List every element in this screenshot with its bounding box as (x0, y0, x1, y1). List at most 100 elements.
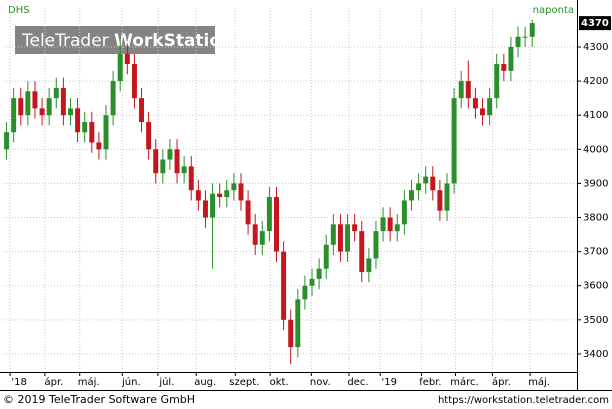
y-tick-label: 3600 (583, 281, 608, 292)
candle-body (323, 244, 329, 269)
candle-body (366, 258, 372, 273)
y-tick-label: 3900 (583, 178, 608, 189)
candle-body (238, 183, 244, 201)
y-tick-label: 3500 (583, 315, 608, 326)
candle-body (401, 200, 407, 225)
candle-body (153, 149, 159, 174)
candle-body (11, 98, 17, 133)
last-price-label: 4370 (581, 18, 609, 29)
candle-body (423, 176, 429, 184)
watermark-box (15, 26, 215, 54)
candle-body (480, 108, 486, 116)
candle-body (515, 36, 521, 47)
candle-body (288, 319, 294, 348)
x-tick-label: febr. (419, 377, 441, 388)
candle-body (487, 98, 493, 116)
candle-body (89, 122, 95, 143)
x-tick-label: júl. (158, 376, 174, 388)
candle-body (458, 81, 464, 99)
candle-body (465, 81, 471, 99)
candle-body (266, 197, 272, 232)
candle-body (210, 193, 216, 218)
candle-body (167, 149, 173, 160)
candle-body (437, 190, 443, 211)
candle-body (337, 224, 343, 252)
symbol: DHS (8, 5, 30, 16)
last-price-box (579, 16, 611, 31)
y-tick-label: 4000 (583, 144, 608, 155)
x-tick-label: okt. (270, 377, 289, 388)
candle-body (352, 224, 358, 232)
candle-body (330, 224, 336, 245)
copyright: © 2019 TeleTrader Software GmbH (3, 393, 195, 406)
candle-body (309, 278, 315, 286)
interval: naponta (533, 5, 574, 16)
candle-body (274, 197, 279, 252)
y-tick-label: 4100 (583, 110, 608, 121)
candle-body (124, 53, 130, 65)
candle-body (188, 166, 194, 191)
candle-body (430, 176, 436, 191)
candle-body (4, 132, 10, 150)
y-tick-label: 3800 (583, 213, 608, 224)
candle-body (494, 64, 500, 99)
candle-body (39, 108, 45, 116)
candle-body (103, 115, 109, 150)
candle-body (281, 251, 287, 320)
footer-url: https://workstation.teletrader.com (438, 395, 609, 406)
y-tick-label: 4200 (583, 76, 608, 87)
candle-body (522, 36, 528, 38)
candle-body (117, 53, 123, 82)
watermark: TeleTrader WorkStation (21, 31, 233, 51)
candle-body (380, 217, 386, 232)
candle-body (508, 46, 514, 71)
candle-body (444, 183, 450, 211)
candle-body (373, 231, 379, 259)
candle-body (25, 91, 31, 116)
candle-body (394, 224, 400, 232)
candle-body (231, 183, 237, 191)
candle-body (18, 98, 24, 116)
candle-body (181, 166, 187, 174)
candle-body (131, 64, 137, 99)
candle-body (302, 285, 308, 300)
x-tick-label: nov. (310, 377, 331, 388)
candle-body (60, 87, 66, 116)
watermark-product: WorkStation (114, 31, 233, 51)
candle-body (387, 217, 393, 232)
x-tick-label: '18 (11, 377, 26, 388)
candle-body (316, 268, 322, 279)
candle-body (408, 190, 414, 201)
x-tick-label: dec. (347, 377, 368, 388)
candle-body (472, 98, 478, 109)
candle-body (252, 224, 258, 245)
candle-body (32, 91, 38, 109)
x-tick-label: '19 (381, 377, 396, 388)
candle-body (82, 122, 88, 133)
x-tick-label: aug. (194, 377, 216, 388)
y-tick-label: 3700 (583, 247, 608, 258)
candle-body (224, 190, 230, 198)
x-tick-label: márc. (450, 376, 478, 388)
x-tick-label: máj. (528, 376, 550, 388)
candle-body (359, 231, 365, 273)
candle-body (46, 98, 52, 116)
candle-body (160, 159, 166, 174)
candle-body (139, 98, 145, 123)
candle-body (529, 23, 535, 37)
candle-body (146, 122, 152, 150)
x-tick-label: jún. (121, 376, 141, 388)
candle-body (53, 87, 59, 99)
y-tick-label: 3400 (583, 349, 608, 360)
candle-body (345, 224, 351, 252)
candle-body (416, 183, 422, 191)
candle-body (68, 108, 73, 116)
candle-body (295, 299, 301, 348)
candle-body (202, 200, 208, 218)
candle-body (96, 142, 102, 150)
candle-body (501, 64, 507, 71)
candle-body (217, 193, 223, 198)
watermark-brand: TeleTrader (21, 31, 109, 51)
